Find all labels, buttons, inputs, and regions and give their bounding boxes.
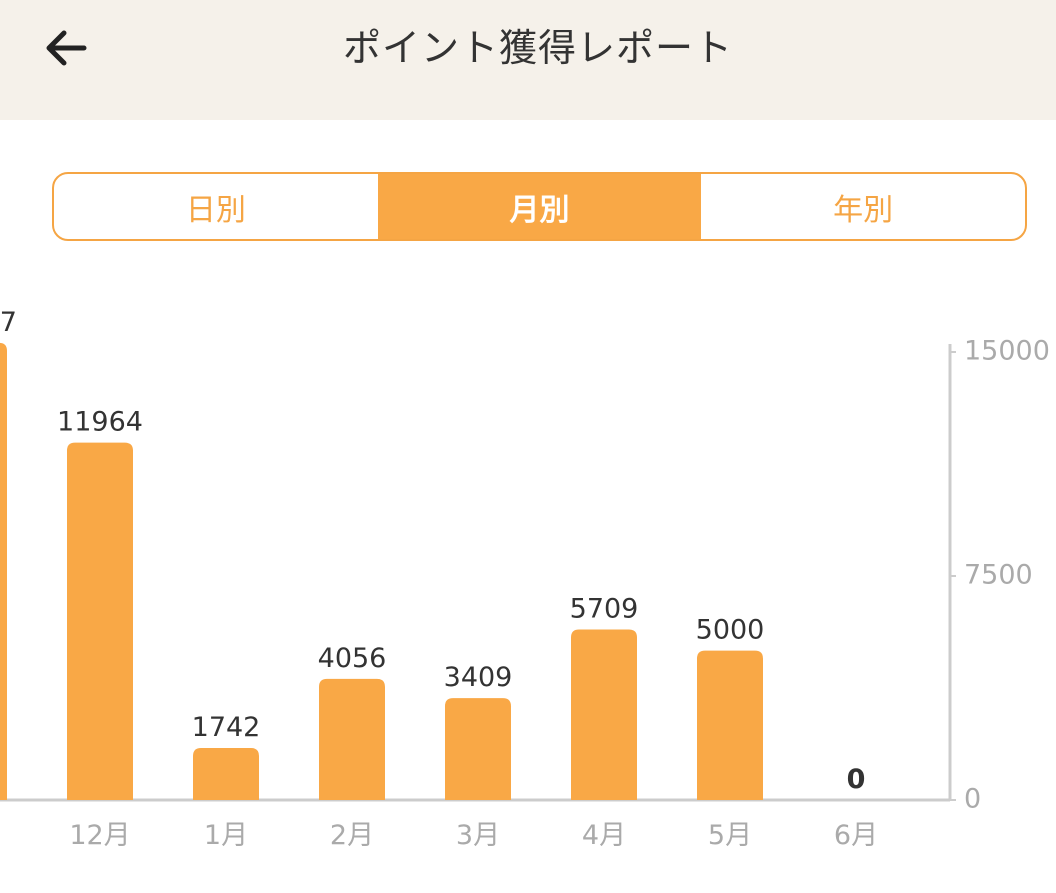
x-tick-label: 1月 xyxy=(204,820,248,851)
tab[interactable]: 日別 xyxy=(185,192,246,228)
bar xyxy=(445,698,511,800)
y-tick-label: 0 xyxy=(964,784,981,815)
period-tabs: 日別 月別 年別 xyxy=(52,172,1027,241)
x-tick-label: 4月 xyxy=(582,820,626,851)
back-button[interactable] xyxy=(40,22,92,74)
x-tick-label: 3月 xyxy=(456,820,500,851)
y-tick-label: 7500 xyxy=(964,560,1033,591)
value-label: 3409 xyxy=(444,662,513,693)
bar xyxy=(571,629,637,800)
chart: 0 7500 15000 15307 11月 11964 12月 1742 1月 4056 2月 34… xyxy=(0,307,1050,851)
value-label: 4056 xyxy=(318,643,387,674)
page-title: ポイント獲得レポート xyxy=(342,26,733,70)
x-tick-label: 5月 xyxy=(708,820,752,851)
value-label: 0 xyxy=(847,764,866,795)
value-label: 1742 xyxy=(192,712,261,743)
value-label: 5709 xyxy=(570,593,639,624)
tab[interactable]: 月別 xyxy=(377,174,702,239)
x-tick-label: 6月 xyxy=(834,820,878,851)
x-tick-label: 2月 xyxy=(330,820,374,851)
value-label: 5000 xyxy=(696,615,765,646)
bar xyxy=(67,442,133,800)
value-label: 11964 xyxy=(57,407,143,438)
x-tick-label: 12月 xyxy=(69,820,130,851)
value-label: 15307 xyxy=(0,307,17,338)
bar xyxy=(193,747,259,800)
bar xyxy=(0,342,7,800)
y-tick-label: 15000 xyxy=(964,336,1050,367)
bar xyxy=(319,678,385,800)
x-tick-label: 11月 xyxy=(0,820,5,851)
app-bar: ポイント獲得レポート xyxy=(0,0,1056,120)
tab[interactable]: 年別 xyxy=(833,192,894,228)
bar xyxy=(697,650,763,800)
